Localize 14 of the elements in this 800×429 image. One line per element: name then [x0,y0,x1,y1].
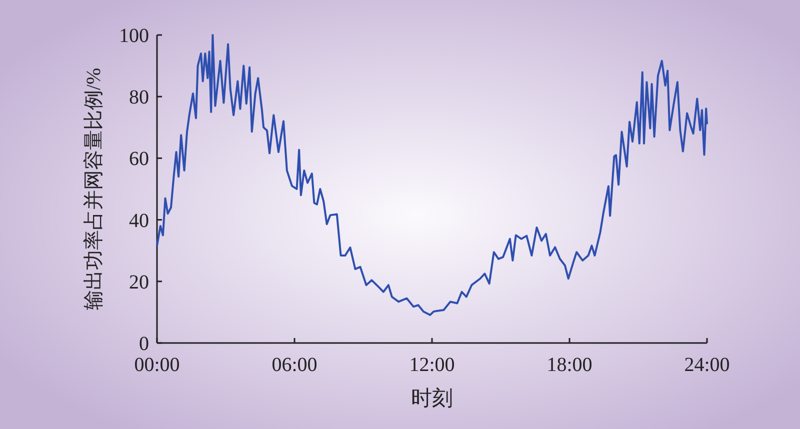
y-tick-label: 40 [129,210,149,232]
line-series [156,34,708,316]
y-tick-label: 0 [139,333,149,355]
y-tick-label: 20 [129,271,149,294]
y-axis-title: 输出功率占并网容量比例/% [83,68,105,310]
x-tick-label: 12:00 [409,354,455,376]
y-tick-label: 60 [129,148,149,170]
x-tick-label: 24:00 [684,354,730,376]
x-tick-label: 18:00 [546,354,592,376]
x-axis-title: 时刻 [411,386,453,410]
x-tick-label: 06:00 [272,354,318,376]
y-tick-label: 100 [119,25,149,47]
y-tick-label: 80 [129,86,149,109]
x-tick-label: 00:00 [134,354,180,376]
